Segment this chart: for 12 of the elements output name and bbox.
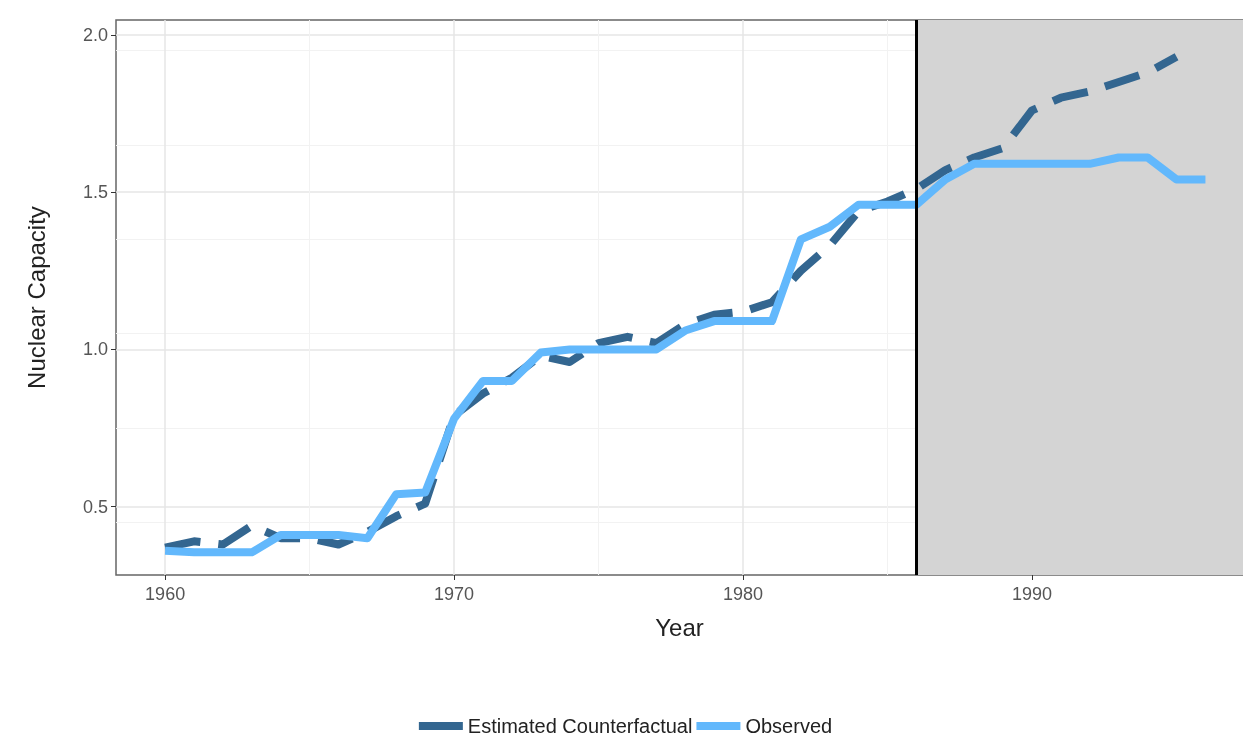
- y-tick-label: 0.5: [82, 496, 108, 517]
- legend-label: Observed: [745, 715, 833, 737]
- x-tick-label: 1980: [723, 584, 764, 604]
- x-axis-title: Year: [655, 613, 704, 641]
- x-tick-label: 1960: [145, 584, 186, 604]
- x-tick-label: 1990: [1012, 584, 1053, 604]
- y-axis-title: Nuclear Capacity: [22, 206, 50, 389]
- x-tick-label: 1970: [434, 584, 475, 604]
- y-tick-label: 1.5: [82, 182, 108, 203]
- y-tick-label: 2.0: [82, 24, 108, 45]
- y-tick-label: 1.0: [82, 339, 108, 360]
- legend-label: Estimated Counterfactual: [467, 715, 693, 737]
